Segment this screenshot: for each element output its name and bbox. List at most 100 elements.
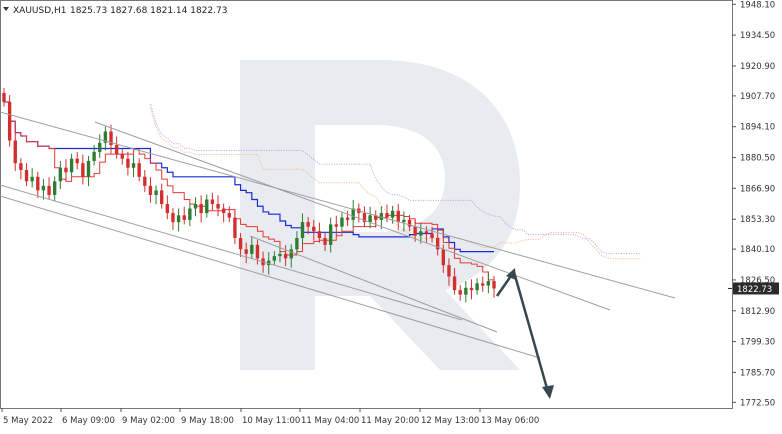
candle-body [216, 204, 220, 209]
candle-body [244, 249, 248, 254]
candle-body [2, 92, 6, 102]
candle-body [396, 210, 400, 223]
y-tick-label: 1799.30 [740, 338, 775, 348]
candle-body [36, 176, 40, 191]
candle-body [441, 249, 445, 266]
candle-body [199, 204, 203, 214]
y-tick-label: 1894.10 [740, 123, 775, 133]
candle-body [47, 185, 51, 195]
candle-body [92, 151, 96, 161]
candle-body [41, 185, 46, 191]
candle-body [160, 190, 164, 204]
candle-body [486, 281, 491, 286]
candle-body [103, 131, 108, 143]
candle-body [413, 226, 417, 236]
candle-body [469, 287, 474, 291]
candle-body [390, 210, 395, 218]
candle-body [300, 222, 305, 238]
candle-body [430, 233, 434, 238]
symbol-label: XAUUSD,H1 [13, 6, 67, 16]
y-tick-label: 1948.10 [740, 0, 775, 10]
candle-body [182, 215, 186, 220]
candle-body [272, 256, 277, 261]
candle-body [492, 281, 496, 289]
y-tick-label: 1853.30 [740, 215, 775, 225]
y-tick-label: 1785.70 [740, 368, 775, 378]
y-tick-label: 1880.50 [740, 154, 775, 164]
y-tick-label: 1812.90 [740, 307, 775, 317]
candle-body [351, 208, 355, 220]
candle-body [306, 222, 310, 227]
candle-body [385, 213, 389, 218]
cloud-span-a [149, 107, 641, 260]
candle-body [86, 160, 91, 177]
y-tick-label: 1907.70 [740, 92, 775, 102]
candle-body [419, 231, 423, 236]
candle-body [210, 199, 215, 204]
candle-body [233, 217, 237, 238]
candle-body [312, 226, 316, 232]
forecast-arrow-down [512, 271, 550, 393]
candle-body [295, 238, 299, 250]
x-tick-label: 11 May 20:00 [361, 416, 419, 426]
candle-body [464, 287, 468, 295]
candle-body [379, 213, 384, 220]
forecast-arrowhead-up [506, 268, 516, 280]
y-tick-label: 1920.90 [740, 62, 775, 72]
candle-body [143, 176, 147, 186]
candle-body [374, 215, 378, 220]
candle-body [278, 253, 282, 257]
dropdown-triangle-icon[interactable] [3, 7, 9, 11]
y-tick-label: 1840.10 [740, 245, 775, 255]
y-tick-label: 1826.50 [740, 276, 775, 286]
candle-body [188, 208, 192, 220]
candle-body [109, 131, 113, 146]
x-tick-label: 11 May 04:00 [301, 416, 359, 426]
candle-body [407, 219, 412, 227]
candle-body [267, 260, 271, 266]
x-tick-label: 12 May 13:00 [421, 416, 479, 426]
candle-body [283, 253, 288, 259]
candle-body [227, 213, 231, 218]
forecast-arrowhead-down [542, 385, 554, 399]
candle-body [120, 154, 124, 159]
candle-body [154, 190, 158, 195]
x-tick-label: 5 May 2022 [3, 416, 53, 426]
candle-body [221, 208, 226, 214]
channel-line [0, 111, 676, 299]
candle-body [447, 265, 451, 277]
candle-body [289, 249, 293, 259]
candle-body [126, 158, 130, 168]
channel-line [0, 195, 541, 359]
candle-body [13, 140, 17, 164]
candle-body [323, 238, 327, 245]
candle-body [250, 244, 254, 254]
candle-body [362, 213, 367, 223]
candle-body [98, 142, 102, 152]
candle-body [328, 224, 333, 245]
chart-header[interactable]: XAUUSD,H1 1825.73 1827.68 1821.14 1822.7… [3, 6, 227, 16]
candle-body [114, 145, 119, 155]
x-tick-label: 9 May 18:00 [181, 416, 234, 426]
x-tick-label: 6 May 09:00 [62, 416, 115, 426]
channel-line [94, 121, 611, 311]
candle-body [53, 181, 57, 195]
candle-body [255, 244, 260, 259]
y-tick-label: 1866.90 [740, 184, 775, 194]
price-tag-label: 1822.73 [737, 285, 772, 295]
candle-body [30, 176, 34, 182]
candle-body [148, 185, 153, 195]
candle-body [137, 163, 141, 177]
candle-body [368, 215, 372, 223]
candle-body [458, 290, 462, 295]
candle-body [58, 167, 63, 182]
x-tick-label: 13 May 06:00 [481, 416, 539, 426]
y-tick-label: 1772.50 [740, 398, 775, 408]
candle-body [435, 238, 440, 250]
candle-body [205, 199, 209, 214]
candle-body [334, 224, 338, 227]
candle-body [24, 170, 29, 182]
candle-body [7, 102, 12, 141]
